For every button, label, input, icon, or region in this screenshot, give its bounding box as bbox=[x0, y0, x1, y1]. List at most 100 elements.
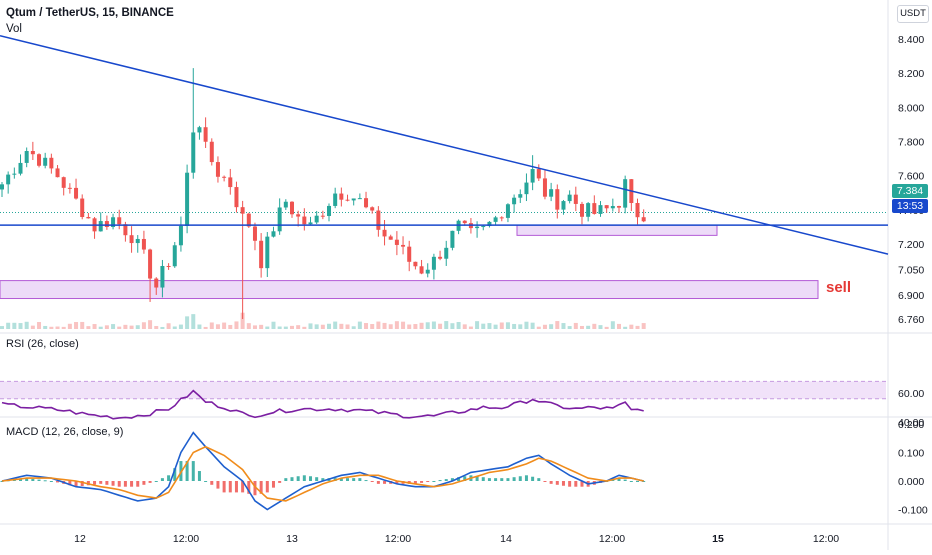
volume-bar bbox=[549, 324, 554, 329]
candle bbox=[388, 236, 393, 240]
candle bbox=[215, 162, 220, 177]
currency-badge[interactable]: USDT bbox=[897, 5, 929, 23]
macd-histogram-bar bbox=[339, 478, 343, 481]
volume-bar bbox=[462, 324, 467, 329]
candle bbox=[30, 151, 35, 155]
macd-histogram-bar bbox=[413, 481, 417, 484]
macd-histogram-bar bbox=[444, 479, 448, 481]
volume-bar bbox=[610, 321, 615, 329]
volume-bar bbox=[302, 326, 307, 329]
time-tick-label: 12 bbox=[74, 533, 86, 545]
volume-bar bbox=[394, 321, 399, 329]
volume-bar bbox=[296, 325, 301, 329]
macd-histogram-bar bbox=[475, 476, 479, 481]
volume-bar bbox=[425, 322, 430, 329]
volume-bar bbox=[561, 323, 566, 329]
volume-bar bbox=[129, 325, 134, 329]
macd-histogram-bar bbox=[537, 478, 541, 481]
macd-histogram-bar bbox=[555, 481, 559, 485]
macd-histogram-bar bbox=[376, 481, 380, 484]
volume-bar bbox=[6, 322, 11, 329]
candle bbox=[419, 266, 424, 274]
macd-histogram-bar bbox=[142, 481, 146, 485]
macd-histogram-bar bbox=[296, 476, 300, 481]
macd-histogram-bar bbox=[512, 477, 516, 481]
volume-bar bbox=[617, 323, 621, 329]
volume-bar bbox=[376, 321, 381, 329]
candle bbox=[493, 217, 498, 222]
volume-bar bbox=[67, 323, 72, 329]
candle bbox=[123, 224, 128, 236]
macd-histogram-bar bbox=[481, 477, 485, 481]
macd-histogram-bar bbox=[568, 481, 572, 487]
volume-bar bbox=[450, 323, 455, 329]
volume-bar bbox=[456, 322, 461, 329]
volume-bar bbox=[265, 326, 270, 329]
candle bbox=[185, 172, 190, 226]
candle bbox=[431, 256, 436, 270]
signal-line bbox=[1, 445, 644, 502]
macd-histogram-bar bbox=[222, 481, 226, 493]
macd-histogram-bar bbox=[93, 481, 97, 485]
candle bbox=[154, 278, 159, 288]
candle bbox=[481, 226, 486, 228]
volume-bar bbox=[86, 326, 91, 329]
macd-histogram-bar bbox=[309, 476, 312, 481]
volume-bar bbox=[475, 321, 480, 329]
volume-bar bbox=[586, 325, 591, 329]
candle bbox=[74, 187, 79, 199]
volume-bar bbox=[555, 321, 560, 329]
volume-bar bbox=[623, 326, 628, 329]
candle bbox=[635, 203, 640, 218]
macd-histogram-bar bbox=[234, 481, 238, 493]
volume-bar bbox=[55, 326, 60, 329]
macd-histogram-bar bbox=[518, 476, 522, 481]
candle bbox=[579, 203, 584, 217]
macd-histogram-bar bbox=[549, 481, 553, 484]
volume-bar bbox=[524, 321, 529, 329]
macd-histogram-bar bbox=[352, 478, 356, 481]
candle bbox=[512, 197, 517, 205]
volume-bar bbox=[505, 322, 510, 329]
candle bbox=[228, 177, 233, 188]
macd-histogram-bar bbox=[160, 478, 164, 481]
volume-bar bbox=[104, 325, 109, 329]
volume-bar bbox=[191, 314, 196, 329]
volume-bar bbox=[530, 322, 535, 329]
volume-bar bbox=[518, 324, 523, 329]
candle bbox=[302, 216, 307, 225]
candle bbox=[567, 194, 572, 202]
macd-histogram-bar bbox=[494, 478, 498, 481]
candle bbox=[327, 205, 332, 216]
macd-histogram-bar bbox=[364, 480, 368, 482]
volume-bar bbox=[18, 323, 23, 329]
volume-bar bbox=[209, 322, 214, 329]
candle bbox=[487, 221, 492, 227]
candle bbox=[277, 207, 282, 232]
volume-bar bbox=[185, 316, 190, 329]
volume-bar bbox=[339, 323, 344, 329]
volume-bar bbox=[271, 321, 276, 329]
candle bbox=[598, 205, 603, 214]
macd-histogram-bar bbox=[43, 480, 47, 482]
candle bbox=[209, 141, 214, 163]
candle bbox=[265, 236, 270, 269]
candle bbox=[240, 207, 245, 214]
candle bbox=[246, 213, 251, 227]
volume-bar bbox=[80, 321, 85, 329]
time-tick-label: 13 bbox=[286, 533, 298, 545]
rsi-tick-label: 40.00 bbox=[898, 417, 924, 429]
macd-histogram-bar bbox=[241, 481, 245, 493]
volume-bar bbox=[222, 322, 227, 329]
price-tick-label: 7.800 bbox=[898, 137, 924, 149]
macd-title: MACD (12, 26, close, 9) bbox=[6, 426, 123, 438]
volume-bar bbox=[43, 325, 48, 329]
candle bbox=[18, 162, 23, 174]
candle bbox=[345, 199, 350, 201]
rsi-band bbox=[0, 381, 886, 399]
volume-bar bbox=[327, 323, 332, 329]
volume-bar bbox=[228, 324, 233, 329]
candle bbox=[37, 154, 42, 166]
